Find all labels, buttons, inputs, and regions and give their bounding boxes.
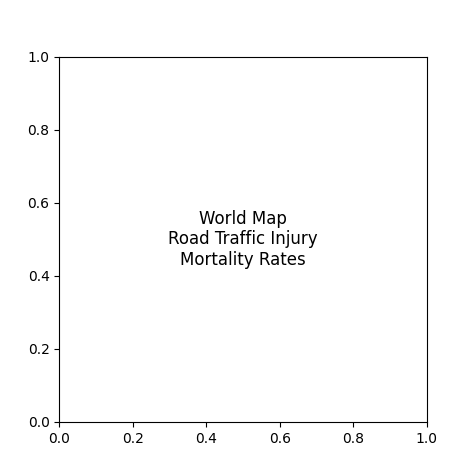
Text: World Map
Road Traffic Injury
Mortality Rates: World Map Road Traffic Injury Mortality …	[168, 210, 318, 269]
